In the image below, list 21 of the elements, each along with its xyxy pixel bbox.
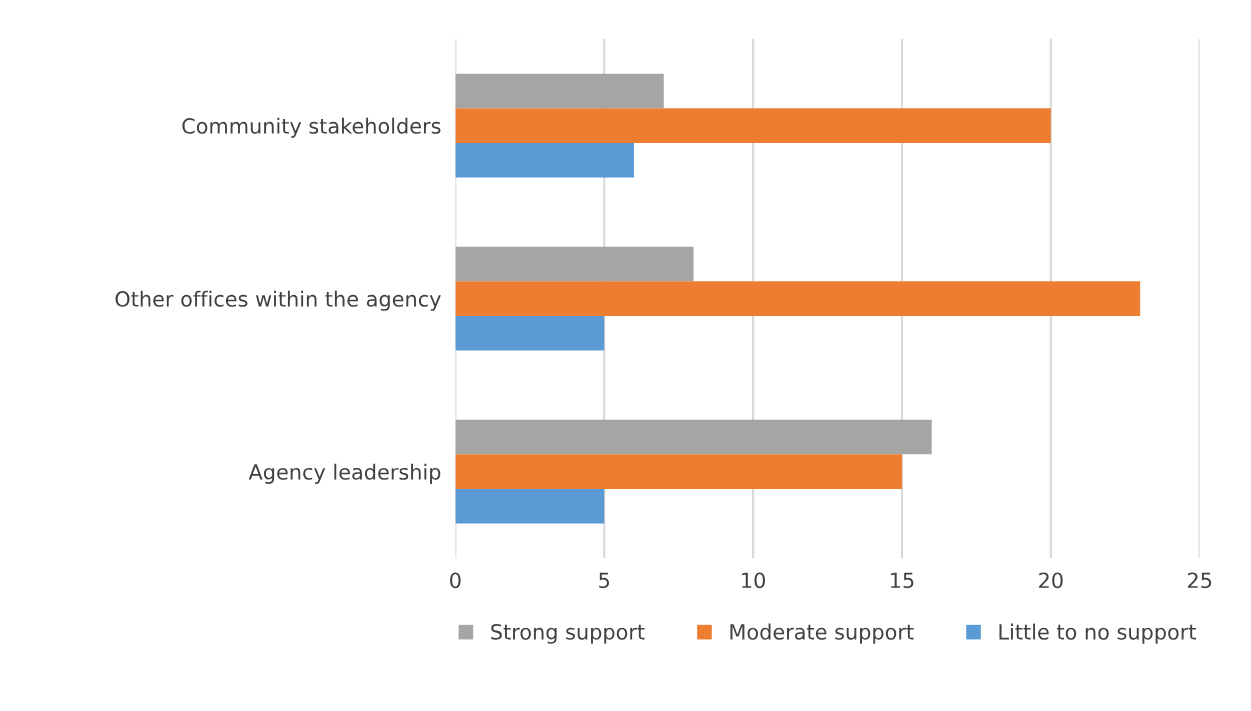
x-tick-label: 20	[1039, 572, 1063, 589]
x-tick-label: 5	[599, 572, 610, 589]
x-tick-label: 15	[891, 572, 914, 589]
bar	[455, 419, 932, 455]
x-tick-label: 0	[450, 572, 461, 589]
bar	[455, 281, 1141, 316]
legend-label: Little to no support	[999, 623, 1197, 644]
y-tick-label: Agency leadership	[248, 463, 441, 484]
y-tick-label: Community stakeholders	[182, 117, 441, 138]
legend-label: Moderate support	[730, 623, 914, 644]
bar	[455, 315, 605, 351]
legend-label: Strong support	[491, 623, 645, 644]
bar	[455, 73, 664, 109]
y-tick-label: Other offices within the agency	[115, 290, 441, 311]
bar	[455, 454, 902, 489]
bar	[455, 108, 1051, 143]
bar	[455, 246, 694, 282]
bar	[455, 488, 605, 524]
bar	[455, 142, 635, 178]
x-tick-label: 25	[1187, 572, 1212, 589]
x-tick-label: 10	[742, 572, 765, 589]
